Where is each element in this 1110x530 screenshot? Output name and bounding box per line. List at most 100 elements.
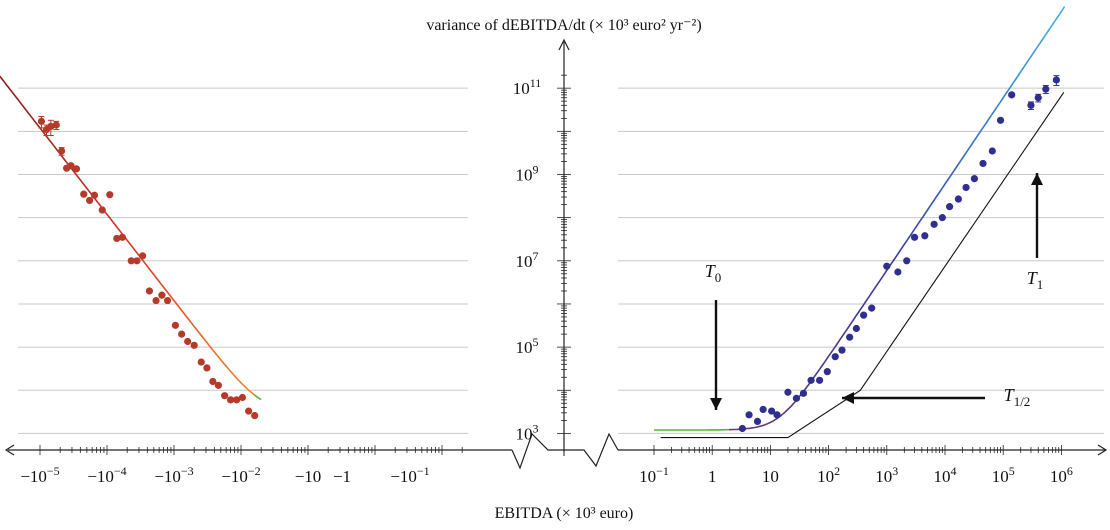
axis-break bbox=[511, 432, 619, 470]
data-point-right bbox=[938, 214, 946, 222]
y-tick-label: 105 bbox=[516, 335, 539, 357]
x-tick-label-right: 1 bbox=[708, 467, 717, 486]
data-point-left bbox=[171, 321, 180, 329]
data-point-left bbox=[251, 411, 259, 420]
x-tick-label-right: 10−1 bbox=[639, 464, 669, 486]
left-fit-curve bbox=[0, 75, 258, 398]
data-point-right bbox=[1034, 94, 1042, 102]
data-point-left bbox=[227, 396, 235, 404]
x-tick-label-left: −10−5 bbox=[20, 464, 59, 486]
data-point-right bbox=[807, 376, 815, 384]
x-tick-label-right: 106 bbox=[1050, 464, 1073, 486]
x-axis-left-arrow bbox=[4, 444, 15, 456]
data-point-left bbox=[238, 393, 247, 402]
y-tick-label: 109 bbox=[516, 162, 539, 184]
data-point-left bbox=[158, 291, 166, 299]
left-plateau-curve bbox=[254, 394, 262, 401]
data-point-left bbox=[139, 252, 147, 260]
reference-curve bbox=[660, 91, 1065, 439]
y-tick-label: 1011 bbox=[513, 76, 542, 98]
x-tick-label-right: 102 bbox=[817, 464, 840, 486]
data-point-right bbox=[792, 394, 801, 402]
x-tick-label-left: −10−2 bbox=[221, 464, 260, 486]
x-tick-label-right: 105 bbox=[992, 464, 1015, 486]
fit-curves bbox=[0, 6, 1066, 439]
data-points bbox=[37, 75, 1060, 433]
data-point-left bbox=[163, 296, 172, 305]
data-point-right bbox=[910, 233, 919, 241]
data-point-right bbox=[894, 268, 902, 276]
data-point-left bbox=[127, 257, 135, 265]
data-point-right bbox=[868, 304, 876, 312]
annotations: T0 T1/2 T1 bbox=[705, 173, 1044, 410]
label-t1: T1 bbox=[1027, 268, 1044, 292]
x-axis-right-arrow bbox=[1097, 444, 1108, 456]
data-point-left bbox=[118, 233, 127, 241]
data-point-right bbox=[996, 116, 1005, 124]
y-axis-arrow bbox=[558, 38, 570, 51]
x-tick-label-right: 103 bbox=[875, 464, 898, 486]
data-point-left bbox=[221, 392, 229, 400]
data-point-right bbox=[773, 411, 781, 419]
data-point-right bbox=[954, 195, 963, 203]
arrow-t0-head bbox=[710, 398, 722, 410]
data-point-right bbox=[860, 311, 868, 319]
arrow-t-half-head bbox=[842, 392, 854, 404]
data-point-right bbox=[946, 203, 954, 211]
data-point-right bbox=[753, 417, 762, 426]
data-point-right bbox=[745, 411, 753, 419]
data-point-left bbox=[184, 337, 192, 346]
label-t-half: T1/2 bbox=[1004, 385, 1031, 409]
data-point-left bbox=[178, 330, 186, 338]
x-tick-label-left: −10−1 bbox=[390, 464, 429, 486]
data-point-right bbox=[921, 232, 929, 240]
x-tick-label-left: −1 bbox=[333, 467, 351, 486]
data-point-left bbox=[106, 191, 114, 199]
data-point-left bbox=[98, 206, 106, 214]
data-point-right bbox=[979, 159, 987, 168]
data-point-right bbox=[768, 407, 776, 415]
label-t0: T0 bbox=[705, 261, 722, 285]
data-point-right bbox=[883, 262, 891, 270]
x-axis-title: EBITDA (× 10³ euro) bbox=[495, 505, 634, 522]
data-point-left bbox=[190, 341, 198, 349]
data-point-right bbox=[846, 333, 854, 341]
data-point-right bbox=[799, 389, 808, 397]
data-point-left bbox=[90, 191, 99, 199]
data-point-left bbox=[37, 117, 46, 125]
data-point-right bbox=[784, 388, 792, 396]
x-tick-label-right: 104 bbox=[934, 464, 957, 486]
data-point-right bbox=[759, 405, 767, 414]
data-point-right bbox=[831, 353, 839, 361]
data-point-left bbox=[72, 165, 81, 173]
data-point-left bbox=[47, 122, 55, 131]
data-point-right bbox=[852, 324, 860, 333]
data-point-right bbox=[1042, 85, 1050, 93]
axes bbox=[4, 38, 1108, 470]
data-point-left bbox=[197, 358, 205, 366]
data-point-left bbox=[245, 407, 253, 415]
data-point-right bbox=[903, 257, 911, 265]
x-tick-label-left: −10−4 bbox=[87, 464, 126, 486]
tick-labels: 103 105 107 109 1011 10−1 1 10 102 103 104 105 106 −1… bbox=[20, 76, 1073, 486]
arrow-t1-head bbox=[1031, 173, 1043, 185]
x-tick-label-left: −10 bbox=[295, 467, 322, 486]
data-point-left bbox=[214, 381, 223, 389]
y-tick-label: 103 bbox=[516, 421, 539, 443]
data-point-right bbox=[1052, 76, 1060, 84]
x-tick-label-right: 10 bbox=[762, 467, 779, 486]
data-point-left bbox=[113, 234, 121, 243]
data-point-right bbox=[970, 175, 978, 183]
data-point-right bbox=[988, 147, 996, 155]
y-axis-title: variance of dEBITDA/dt (× 10³ euro² yr⁻²… bbox=[426, 17, 701, 34]
data-point-left bbox=[152, 296, 160, 305]
data-point-left bbox=[67, 162, 75, 170]
data-point-right bbox=[930, 220, 938, 228]
data-point-right bbox=[1008, 91, 1016, 99]
data-point-right bbox=[962, 183, 970, 192]
y-tick-label: 107 bbox=[516, 249, 539, 271]
data-point-left bbox=[52, 121, 60, 129]
data-point-right bbox=[738, 424, 746, 433]
data-point-right bbox=[815, 376, 824, 384]
